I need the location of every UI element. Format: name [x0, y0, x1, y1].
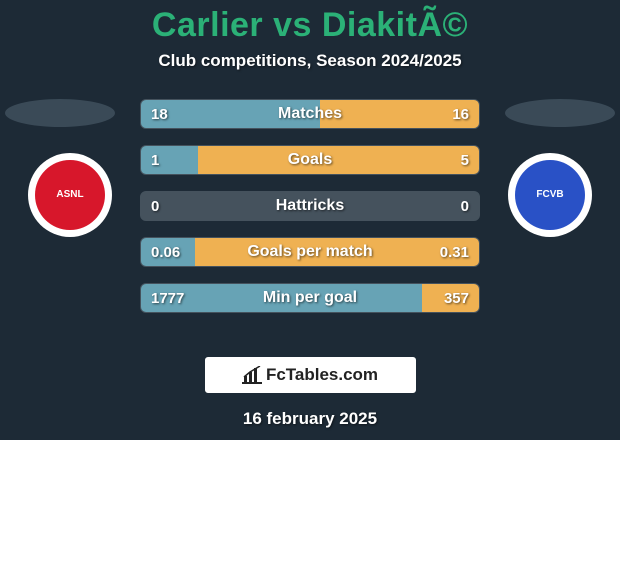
stat-bar-right [198, 146, 479, 174]
brand-box[interactable]: FcTables.com [203, 355, 418, 395]
comparison-card: Carlier vs DiakitÃ© Club competitions, S… [0, 0, 620, 440]
page-subtitle: Club competitions, Season 2024/2025 [0, 51, 620, 71]
stat-bar-left [141, 100, 320, 128]
stat-label: Hattricks [141, 192, 479, 220]
stat-row: Min per goal1777357 [140, 283, 480, 313]
club-badge-left-label: ASNL [56, 190, 83, 201]
stats-area: ASNL FCVB Matches1816 Goals15 Hattricks0 0 G… [0, 99, 620, 339]
club-badge-right-label: FCVB [536, 190, 563, 201]
stat-bar-left [141, 146, 198, 174]
stat-bar-left [141, 238, 195, 266]
stat-row: Matches1816 [140, 99, 480, 129]
stat-bar-left [141, 284, 422, 312]
club-badge-right: FCVB [508, 153, 592, 237]
stat-bar-right [422, 284, 479, 312]
club-badge-left: ASNL [28, 153, 112, 237]
stat-row: Goals15 [140, 145, 480, 175]
brand-text: FcTables.com [266, 365, 378, 385]
stat-value-left: 0 [141, 192, 169, 220]
page-title: Carlier vs DiakitÃ© [0, 6, 620, 45]
club-badge-right-inner: FCVB [515, 160, 585, 230]
footer-date: 16 february 2025 [0, 409, 620, 429]
player-photo-right-placeholder [505, 99, 615, 127]
player-photo-left-placeholder [5, 99, 115, 127]
stat-row: Goals per match0.060.31 [140, 237, 480, 267]
stat-value-right: 0 [451, 192, 479, 220]
stat-bar-right [320, 100, 479, 128]
stat-bar-right [195, 238, 479, 266]
bar-chart-icon [242, 366, 262, 384]
stat-row: Hattricks0 0 [140, 191, 480, 221]
stat-rows: Matches1816 Goals15 Hattricks0 0 Goals per m… [140, 99, 480, 329]
club-badge-left-inner: ASNL [35, 160, 105, 230]
